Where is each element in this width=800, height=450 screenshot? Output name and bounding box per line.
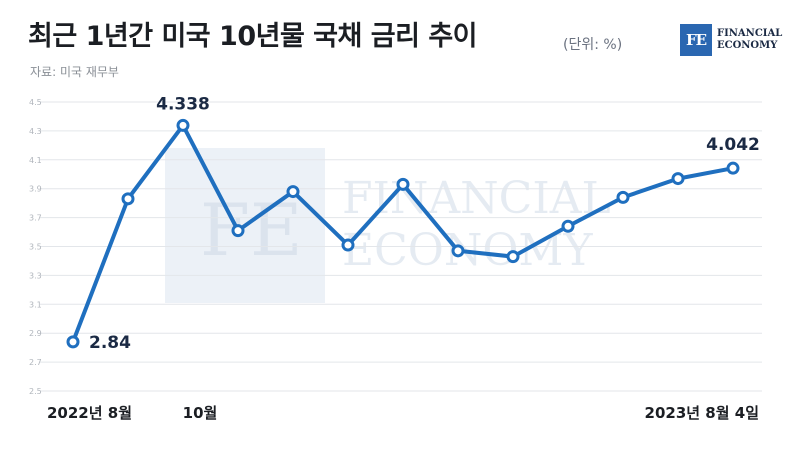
logo-line-2: ECONOMY xyxy=(717,40,778,51)
y-tick-label: 3.5 xyxy=(29,243,42,252)
y-tick-label: 4.5 xyxy=(29,98,42,107)
unit-label: (단위: %) xyxy=(563,37,623,53)
x-tick-label: 10월 xyxy=(183,404,218,422)
data-point xyxy=(671,172,685,186)
data-point xyxy=(726,161,740,175)
data-points xyxy=(66,118,740,349)
y-tick-label: 3.1 xyxy=(29,300,42,309)
y-tick-label: 2.7 xyxy=(29,358,42,367)
data-label: 2.84 xyxy=(89,333,131,353)
watermark-line-1: FINANCIAL xyxy=(342,173,611,224)
data-label: 4.042 xyxy=(706,135,760,155)
x-tick-label: 2023년 8월 4일 xyxy=(645,404,759,422)
watermark-mark: FE xyxy=(200,188,303,272)
source-label: 자료: 미국 재무부 xyxy=(30,65,119,79)
data-label: 4.338 xyxy=(156,94,210,114)
y-tick-label: 3.7 xyxy=(29,214,42,223)
logo-line-1: FINANCIAL xyxy=(717,28,783,39)
x-axis-labels: 2022년 8월 10월 2023년 8월 4일 xyxy=(47,404,759,422)
data-point xyxy=(286,185,300,199)
data-point xyxy=(231,224,245,238)
y-tick-label: 3.9 xyxy=(29,185,42,194)
y-tick-label: 2.9 xyxy=(29,329,42,338)
y-tick-label: 4.3 xyxy=(29,127,42,136)
y-axis-ticks: 2.5 2.7 2.9 3.1 3.3 3.5 3.7 3.9 4.1 4.3 4.5 xyxy=(29,98,42,396)
x-tick-label: 2022년 8월 xyxy=(47,404,132,422)
data-point xyxy=(616,190,630,204)
y-tick-label: 2.5 xyxy=(29,387,42,396)
logo-mark-icon: FE xyxy=(680,24,712,56)
data-point xyxy=(451,244,465,258)
logo-text: FINANCIAL ECONOMY xyxy=(717,28,782,52)
watermark: FE FINANCIAL ECONOMY xyxy=(165,148,611,303)
brand-logo: FE FINANCIAL ECONOMY xyxy=(680,24,782,56)
data-point xyxy=(341,238,355,252)
grid xyxy=(40,101,762,392)
data-labels: 2.84 4.338 4.042 xyxy=(89,94,760,352)
data-point xyxy=(66,335,80,349)
data-point xyxy=(396,177,410,191)
chart-title: 최근 1년간 미국 10년물 국채 금리 추이 xyxy=(28,21,478,52)
data-point xyxy=(561,219,575,233)
data-point xyxy=(176,118,190,132)
data-point xyxy=(506,250,520,264)
y-tick-label: 3.3 xyxy=(29,271,42,280)
data-point xyxy=(121,192,135,206)
y-tick-label: 4.1 xyxy=(29,156,42,165)
